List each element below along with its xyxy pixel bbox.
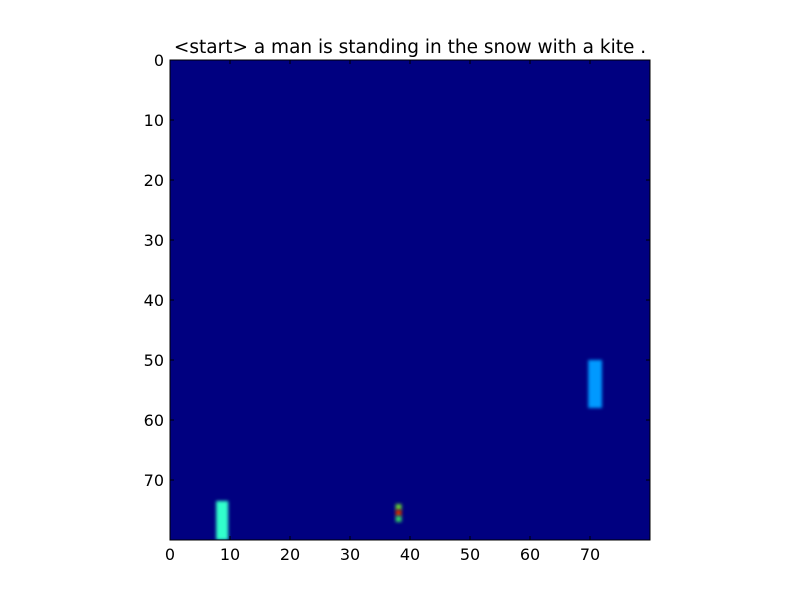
heatmap-cell <box>588 360 602 408</box>
x-tick-label: 50 <box>460 545 480 564</box>
heatmap-background <box>170 60 650 540</box>
x-tick-label: 60 <box>520 545 540 564</box>
y-tick-label: 40 <box>144 291 164 310</box>
y-tick-label: 0 <box>154 51 164 70</box>
chart-title: <start> a man is standing in the snow wi… <box>174 37 646 58</box>
x-tick-label: 20 <box>280 545 300 564</box>
y-axis: 0 10 20 30 40 50 60 70 <box>144 51 650 490</box>
x-axis: 0 10 20 30 40 50 60 70 <box>165 60 600 564</box>
heatmap-highlights <box>216 360 602 540</box>
heatmap-cell <box>395 510 402 516</box>
heatmap-cell <box>395 504 402 510</box>
y-tick-label: 70 <box>144 471 164 490</box>
heatmap-cell <box>216 501 229 540</box>
x-tick-label: 70 <box>580 545 600 564</box>
heatmap-cell <box>395 516 402 522</box>
x-tick-label: 30 <box>340 545 360 564</box>
x-tick-label: 40 <box>400 545 420 564</box>
x-tick-label: 0 <box>165 545 175 564</box>
y-tick-label: 60 <box>144 411 164 430</box>
y-tick-label: 30 <box>144 231 164 250</box>
y-tick-label: 50 <box>144 351 164 370</box>
x-tick-label: 10 <box>220 545 240 564</box>
y-tick-label: 10 <box>144 111 164 130</box>
y-tick-label: 20 <box>144 171 164 190</box>
